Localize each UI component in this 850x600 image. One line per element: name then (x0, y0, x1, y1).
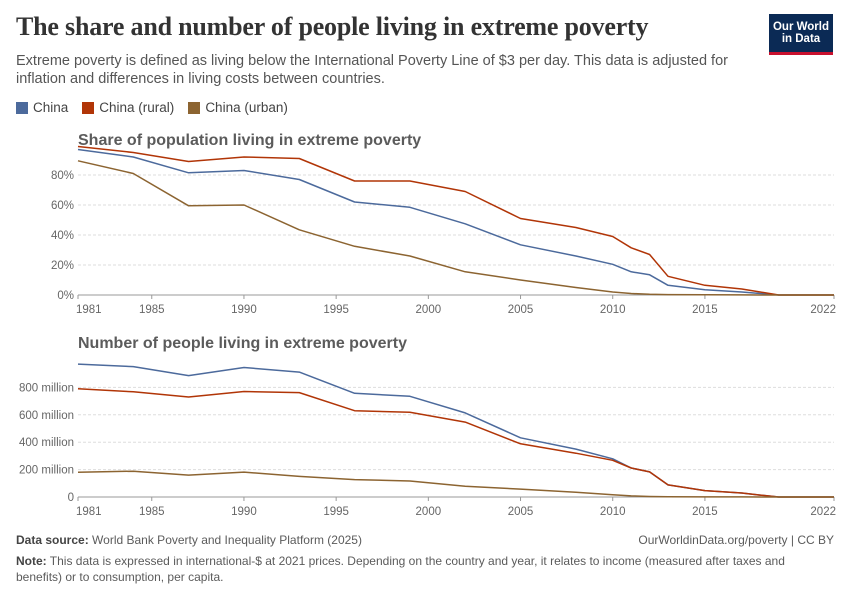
y-tick-label: 80% (51, 170, 74, 182)
legend-label: China (rural) (99, 100, 175, 115)
source-url-link[interactable]: OurWorldinData.org/poverty | CC BY (638, 533, 834, 547)
x-tick-label: 1990 (231, 304, 257, 316)
y-tick-label: 60% (51, 200, 74, 212)
legend-swatch (82, 101, 95, 114)
y-tick-label: 800 million (19, 382, 74, 394)
x-tick-label: 2022 (810, 506, 836, 518)
x-tick-label: 2005 (508, 304, 534, 316)
series-line-china-rural (77, 145, 834, 296)
panel-title: Number of people living in extreme pover… (78, 335, 407, 352)
series-line-china (77, 363, 834, 498)
x-tick-label: 2022 (810, 304, 836, 316)
legend-item-china-rural[interactable]: China (rural) (82, 100, 174, 115)
x-tick-label: 2000 (416, 506, 442, 518)
series-line-china (77, 148, 834, 296)
chart-subtitle: Extreme poverty is defined as living bel… (16, 53, 728, 87)
y-tick-label: 200 million (19, 465, 74, 477)
data-source: Data source: World Bank Poverty and Ineq… (16, 533, 362, 547)
owid-logo[interactable]: Our World in Data (769, 14, 833, 55)
x-tick-label: 1995 (323, 506, 349, 518)
x-tick-label: 2010 (600, 506, 626, 518)
note-label: Note: (16, 554, 47, 568)
source-text: World Bank Poverty and Inequality Platfo… (92, 533, 362, 547)
x-tick-label: 2010 (600, 304, 626, 316)
legend: China China (rural) China (urban) (16, 100, 288, 115)
x-tick-label: 1990 (231, 506, 257, 518)
legend-label: China (urban) (205, 100, 288, 115)
x-tick-label: 1981 (76, 304, 102, 316)
note-text: This data is expressed in international-… (16, 554, 785, 584)
x-tick-label: 2015 (692, 304, 718, 316)
logo-line-1: Our World (772, 21, 829, 33)
y-tick-label: 400 million (19, 437, 74, 449)
x-tick-label: 2015 (692, 506, 718, 518)
x-tick-label: 2005 (508, 506, 534, 518)
source-label: Data source: (16, 533, 89, 547)
x-tick-label: 2000 (416, 304, 442, 316)
x-tick-label: 1981 (76, 506, 102, 518)
x-tick-label: 1985 (139, 506, 165, 518)
chart-title: The share and number of people living in… (16, 12, 649, 41)
y-tick-label: 40% (51, 230, 74, 242)
x-tick-label: 1995 (323, 304, 349, 316)
panel-title: Share of population living in extreme po… (78, 132, 421, 149)
series-line-china-urban (77, 160, 834, 296)
y-tick-label: 0 (68, 492, 74, 504)
series-line-china-rural (77, 388, 834, 498)
y-tick-label: 0% (57, 290, 74, 302)
y-tick-label: 20% (51, 260, 74, 272)
y-tick-label: 600 million (19, 410, 74, 422)
x-tick-label: 1985 (139, 304, 165, 316)
note: Note: This data is expressed in internat… (16, 553, 816, 585)
series-line-china-urban (77, 470, 834, 498)
legend-label: China (33, 100, 69, 115)
legend-item-china-urban[interactable]: China (urban) (188, 100, 288, 115)
legend-swatch (16, 101, 28, 114)
legend-item-china[interactable]: China (16, 100, 68, 115)
logo-line-2: in Data (781, 33, 821, 45)
legend-swatch (188, 101, 201, 114)
